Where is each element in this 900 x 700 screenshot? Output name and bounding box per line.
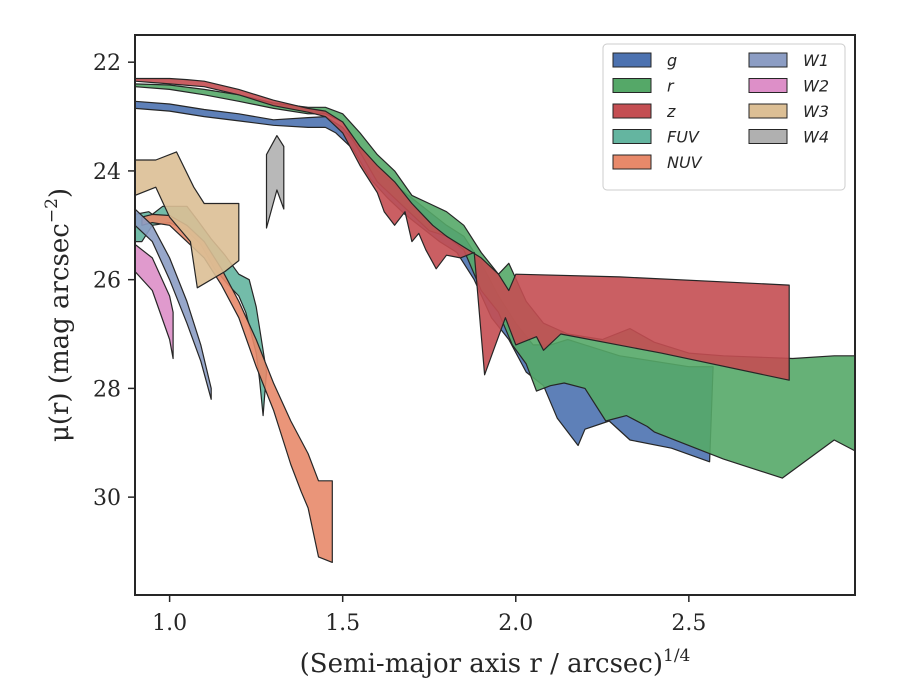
- x-tick-label: 1.5: [325, 611, 360, 636]
- y-axis-label: μ(r) (mag arcsec−2): [42, 188, 75, 442]
- legend-swatch-w2: [748, 78, 788, 93]
- legend-label-r: r: [667, 77, 675, 96]
- x-tick-label: 1.0: [152, 611, 187, 636]
- y-tick-label: 30: [93, 486, 121, 511]
- band-w3: [135, 151, 240, 289]
- legend-label-nuv: NUV: [667, 153, 703, 172]
- band-z: [135, 77, 790, 381]
- y-tick-label: 22: [93, 51, 121, 76]
- axes: [134, 34, 856, 596]
- y-tick-label: 26: [93, 269, 121, 294]
- legend-label-z: z: [666, 102, 676, 121]
- legend-swatch-nuv: [612, 154, 652, 170]
- legend-swatch-w3: [748, 103, 788, 119]
- x-tick-label: 2.5: [671, 611, 706, 636]
- x-tick-label: 2.0: [498, 611, 533, 636]
- legend-label-w3: W3: [803, 102, 829, 121]
- legend-label-g: g: [667, 51, 677, 70]
- legend-label-w4: W4: [803, 128, 829, 147]
- band-w1: [135, 208, 212, 400]
- y-tick-label: 28: [93, 377, 121, 402]
- legend-swatch-w1: [748, 52, 788, 68]
- legend-swatch-r: [612, 78, 652, 93]
- legend-swatch-g: [612, 52, 652, 68]
- data-bands: [135, 77, 855, 564]
- band-w4: [265, 135, 285, 229]
- legend-swatch-w4: [748, 129, 788, 144]
- plot-frame: [134, 34, 856, 596]
- legend-swatch-z: [612, 103, 652, 119]
- legend-label-w2: W2: [803, 77, 829, 96]
- x-axis-label: (Semi-major axis r / arcsec)1/4: [300, 646, 691, 679]
- legend-swatch-fuv: [612, 129, 652, 144]
- legend-label-w1: W1: [803, 51, 829, 70]
- legend-label-fuv: FUV: [667, 128, 700, 147]
- band-w2: [135, 243, 174, 360]
- legend: grz FUV NUV W1 W2 W3 W4: [602, 43, 846, 191]
- y-tick-label: 24: [93, 160, 121, 185]
- ticks: 1.0 1.5 2.0 2.5 22 24 26 28 30: [93, 51, 706, 636]
